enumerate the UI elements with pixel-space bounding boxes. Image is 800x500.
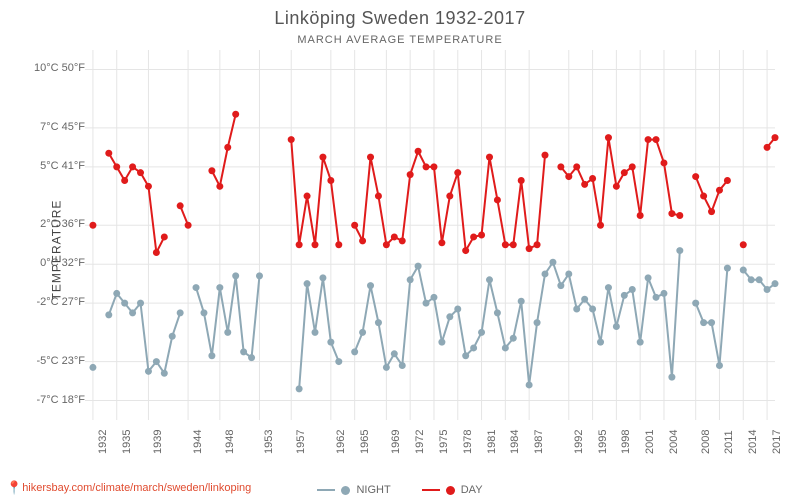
- ytick: -7°C 18°F: [30, 394, 85, 406]
- legend-label-day: DAY: [461, 484, 483, 496]
- xtick: 1935: [121, 430, 133, 454]
- xtick: 1965: [359, 430, 371, 454]
- xtick: 2014: [747, 430, 759, 454]
- xtick: 1981: [486, 430, 498, 454]
- attribution-url: hikersbay.com/climate/march/sweden/linko…: [22, 482, 251, 494]
- ytick: 10°C 50°F: [30, 62, 85, 74]
- chart-subtitle: MARCH AVERAGE TEMPERATURE: [0, 34, 800, 46]
- legend-dot-day: [446, 486, 455, 495]
- legend-label-night: NIGHT: [356, 484, 390, 496]
- xtick: 1978: [462, 430, 474, 454]
- ytick: -5°C 23°F: [30, 355, 85, 367]
- xtick: 1957: [295, 430, 307, 454]
- xtick: 1992: [573, 430, 585, 454]
- xtick: 1998: [620, 430, 632, 454]
- legend-item-day: DAY: [422, 484, 483, 496]
- legend-dot-night: [341, 486, 350, 495]
- xtick: 1984: [509, 430, 521, 454]
- xtick: 1987: [533, 430, 545, 454]
- xtick: 1962: [335, 430, 347, 454]
- xtick: 1975: [438, 430, 450, 454]
- map-pin-icon: 📍: [6, 480, 22, 495]
- xtick: 2001: [644, 430, 656, 454]
- xtick: 2004: [668, 430, 680, 454]
- chart-svg: [85, 50, 775, 420]
- xtick: 2017: [771, 430, 783, 454]
- xtick: 1995: [597, 430, 609, 454]
- xtick: 1969: [390, 430, 402, 454]
- xtick: 1953: [263, 430, 275, 454]
- xtick: 2008: [700, 430, 712, 454]
- plot-area: [85, 50, 775, 420]
- xtick: 1948: [224, 430, 236, 454]
- attribution: 📍hikersbay.com/climate/march/sweden/link…: [6, 480, 251, 496]
- ytick: 0°C 32°F: [30, 257, 85, 269]
- xtick: 2011: [723, 430, 735, 454]
- xtick: 1972: [414, 430, 426, 454]
- xtick: 1939: [152, 430, 164, 454]
- chart-title: Linköping Sweden 1932-2017: [0, 8, 800, 29]
- ytick: 2°C 36°F: [30, 218, 85, 230]
- ytick: 7°C 45°F: [30, 121, 85, 133]
- legend-item-night: NIGHT: [317, 484, 390, 496]
- legend-line-day: [422, 489, 440, 491]
- y-axis-label: TEMPERATURE: [49, 200, 63, 301]
- xtick: 1932: [97, 430, 109, 454]
- legend-line-night: [317, 489, 335, 491]
- ytick: -2°C 27°F: [30, 296, 85, 308]
- ytick: 5°C 41°F: [30, 160, 85, 172]
- xtick: 1944: [192, 430, 204, 454]
- climate-chart: Linköping Sweden 1932-2017 MARCH AVERAGE…: [0, 0, 800, 500]
